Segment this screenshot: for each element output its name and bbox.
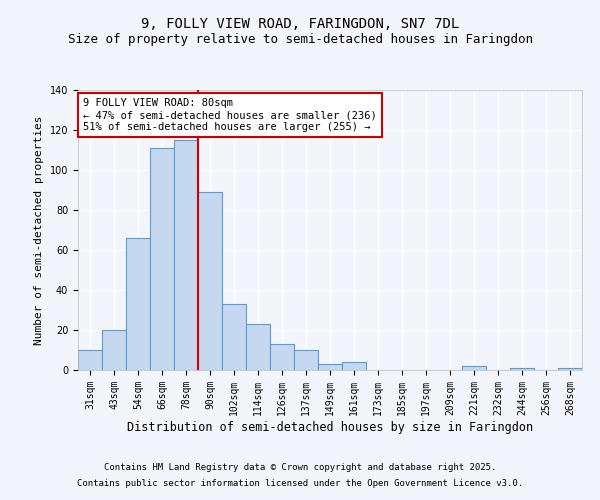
Bar	[78, 350, 102, 370]
Text: Contains HM Land Registry data © Crown copyright and database right 2025.: Contains HM Land Registry data © Crown c…	[104, 464, 496, 472]
Bar	[246, 324, 270, 370]
Bar	[150, 148, 174, 370]
Text: 9, FOLLY VIEW ROAD, FARINGDON, SN7 7DL: 9, FOLLY VIEW ROAD, FARINGDON, SN7 7DL	[141, 18, 459, 32]
Bar	[510, 368, 534, 370]
Bar	[270, 344, 294, 370]
Text: 9 FOLLY VIEW ROAD: 80sqm
← 47% of semi-detached houses are smaller (236)
51% of : 9 FOLLY VIEW ROAD: 80sqm ← 47% of semi-d…	[83, 98, 377, 132]
Bar	[558, 368, 582, 370]
Bar	[102, 330, 126, 370]
Bar	[198, 192, 222, 370]
Bar	[174, 140, 198, 370]
Bar	[222, 304, 246, 370]
Bar	[342, 362, 366, 370]
Bar	[126, 238, 150, 370]
Bar	[318, 364, 342, 370]
Bar	[462, 366, 486, 370]
Text: Contains public sector information licensed under the Open Government Licence v3: Contains public sector information licen…	[77, 478, 523, 488]
Bar	[294, 350, 318, 370]
Text: Size of property relative to semi-detached houses in Faringdon: Size of property relative to semi-detach…	[67, 32, 533, 46]
Y-axis label: Number of semi-detached properties: Number of semi-detached properties	[34, 116, 44, 345]
X-axis label: Distribution of semi-detached houses by size in Faringdon: Distribution of semi-detached houses by …	[127, 420, 533, 434]
